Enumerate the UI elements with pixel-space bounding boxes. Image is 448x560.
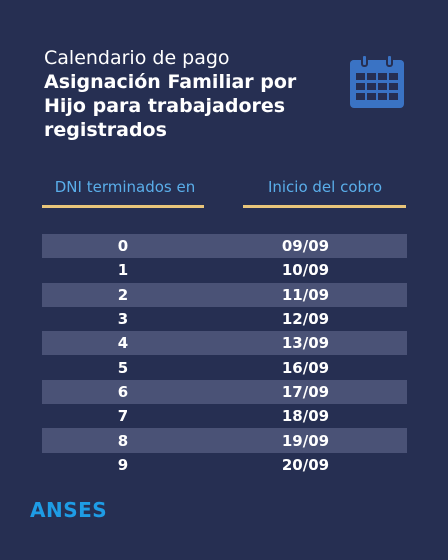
dni-cell: 9 [117,455,129,474]
table-row: 9 20/09 [42,453,407,477]
table-row: 1 10/09 [42,258,407,282]
table-row: 0 09/09 [42,234,407,259]
date-cell: 12/09 [281,310,330,329]
dni-cell: 4 [117,334,129,353]
calendar-icon [350,54,404,108]
table-row: 8 19/09 [42,428,407,453]
dni-cell: 0 [117,237,129,256]
date-cell: 10/09 [281,261,330,280]
table-row: 7 18/09 [42,404,407,428]
table-row: 5 16/09 [42,355,407,379]
dni-cell: 1 [117,261,129,280]
date-column-header: Inicio del cobro [267,178,383,196]
dni-header-underline [42,205,204,208]
date-cell: 16/09 [281,358,330,377]
dni-column-header: DNI terminados en [54,178,196,196]
date-cell: 13/09 [281,334,330,353]
payment-schedule-table: 0 09/09 1 10/09 2 11/09 3 12/09 4 13/09 … [42,234,407,477]
date-cell: 18/09 [281,407,330,426]
dni-cell: 5 [117,358,129,377]
date-cell: 17/09 [281,382,330,401]
dni-cell: 8 [117,431,129,450]
table-row: 6 17/09 [42,379,407,405]
table-row: 4 13/09 [42,331,407,356]
date-cell: 09/09 [281,237,330,256]
dni-cell: 6 [117,382,129,401]
date-cell: 19/09 [281,431,330,450]
date-cell: 11/09 [281,285,330,304]
table-row: 3 12/09 [42,307,407,331]
dni-cell: 7 [117,407,129,426]
date-header-underline [243,205,406,208]
table-row: 2 11/09 [42,282,407,307]
dni-cell: 3 [117,310,129,329]
dni-cell: 2 [117,285,129,304]
title-subheading: Asignación Familiar por Hijo para trabaj… [44,71,297,141]
title-heading: Calendario de pago [44,47,230,69]
title-block: Calendario de pago Asignación Familiar p… [44,46,324,142]
anses-logo: ANSES [30,498,108,522]
date-cell: 20/09 [281,455,330,474]
